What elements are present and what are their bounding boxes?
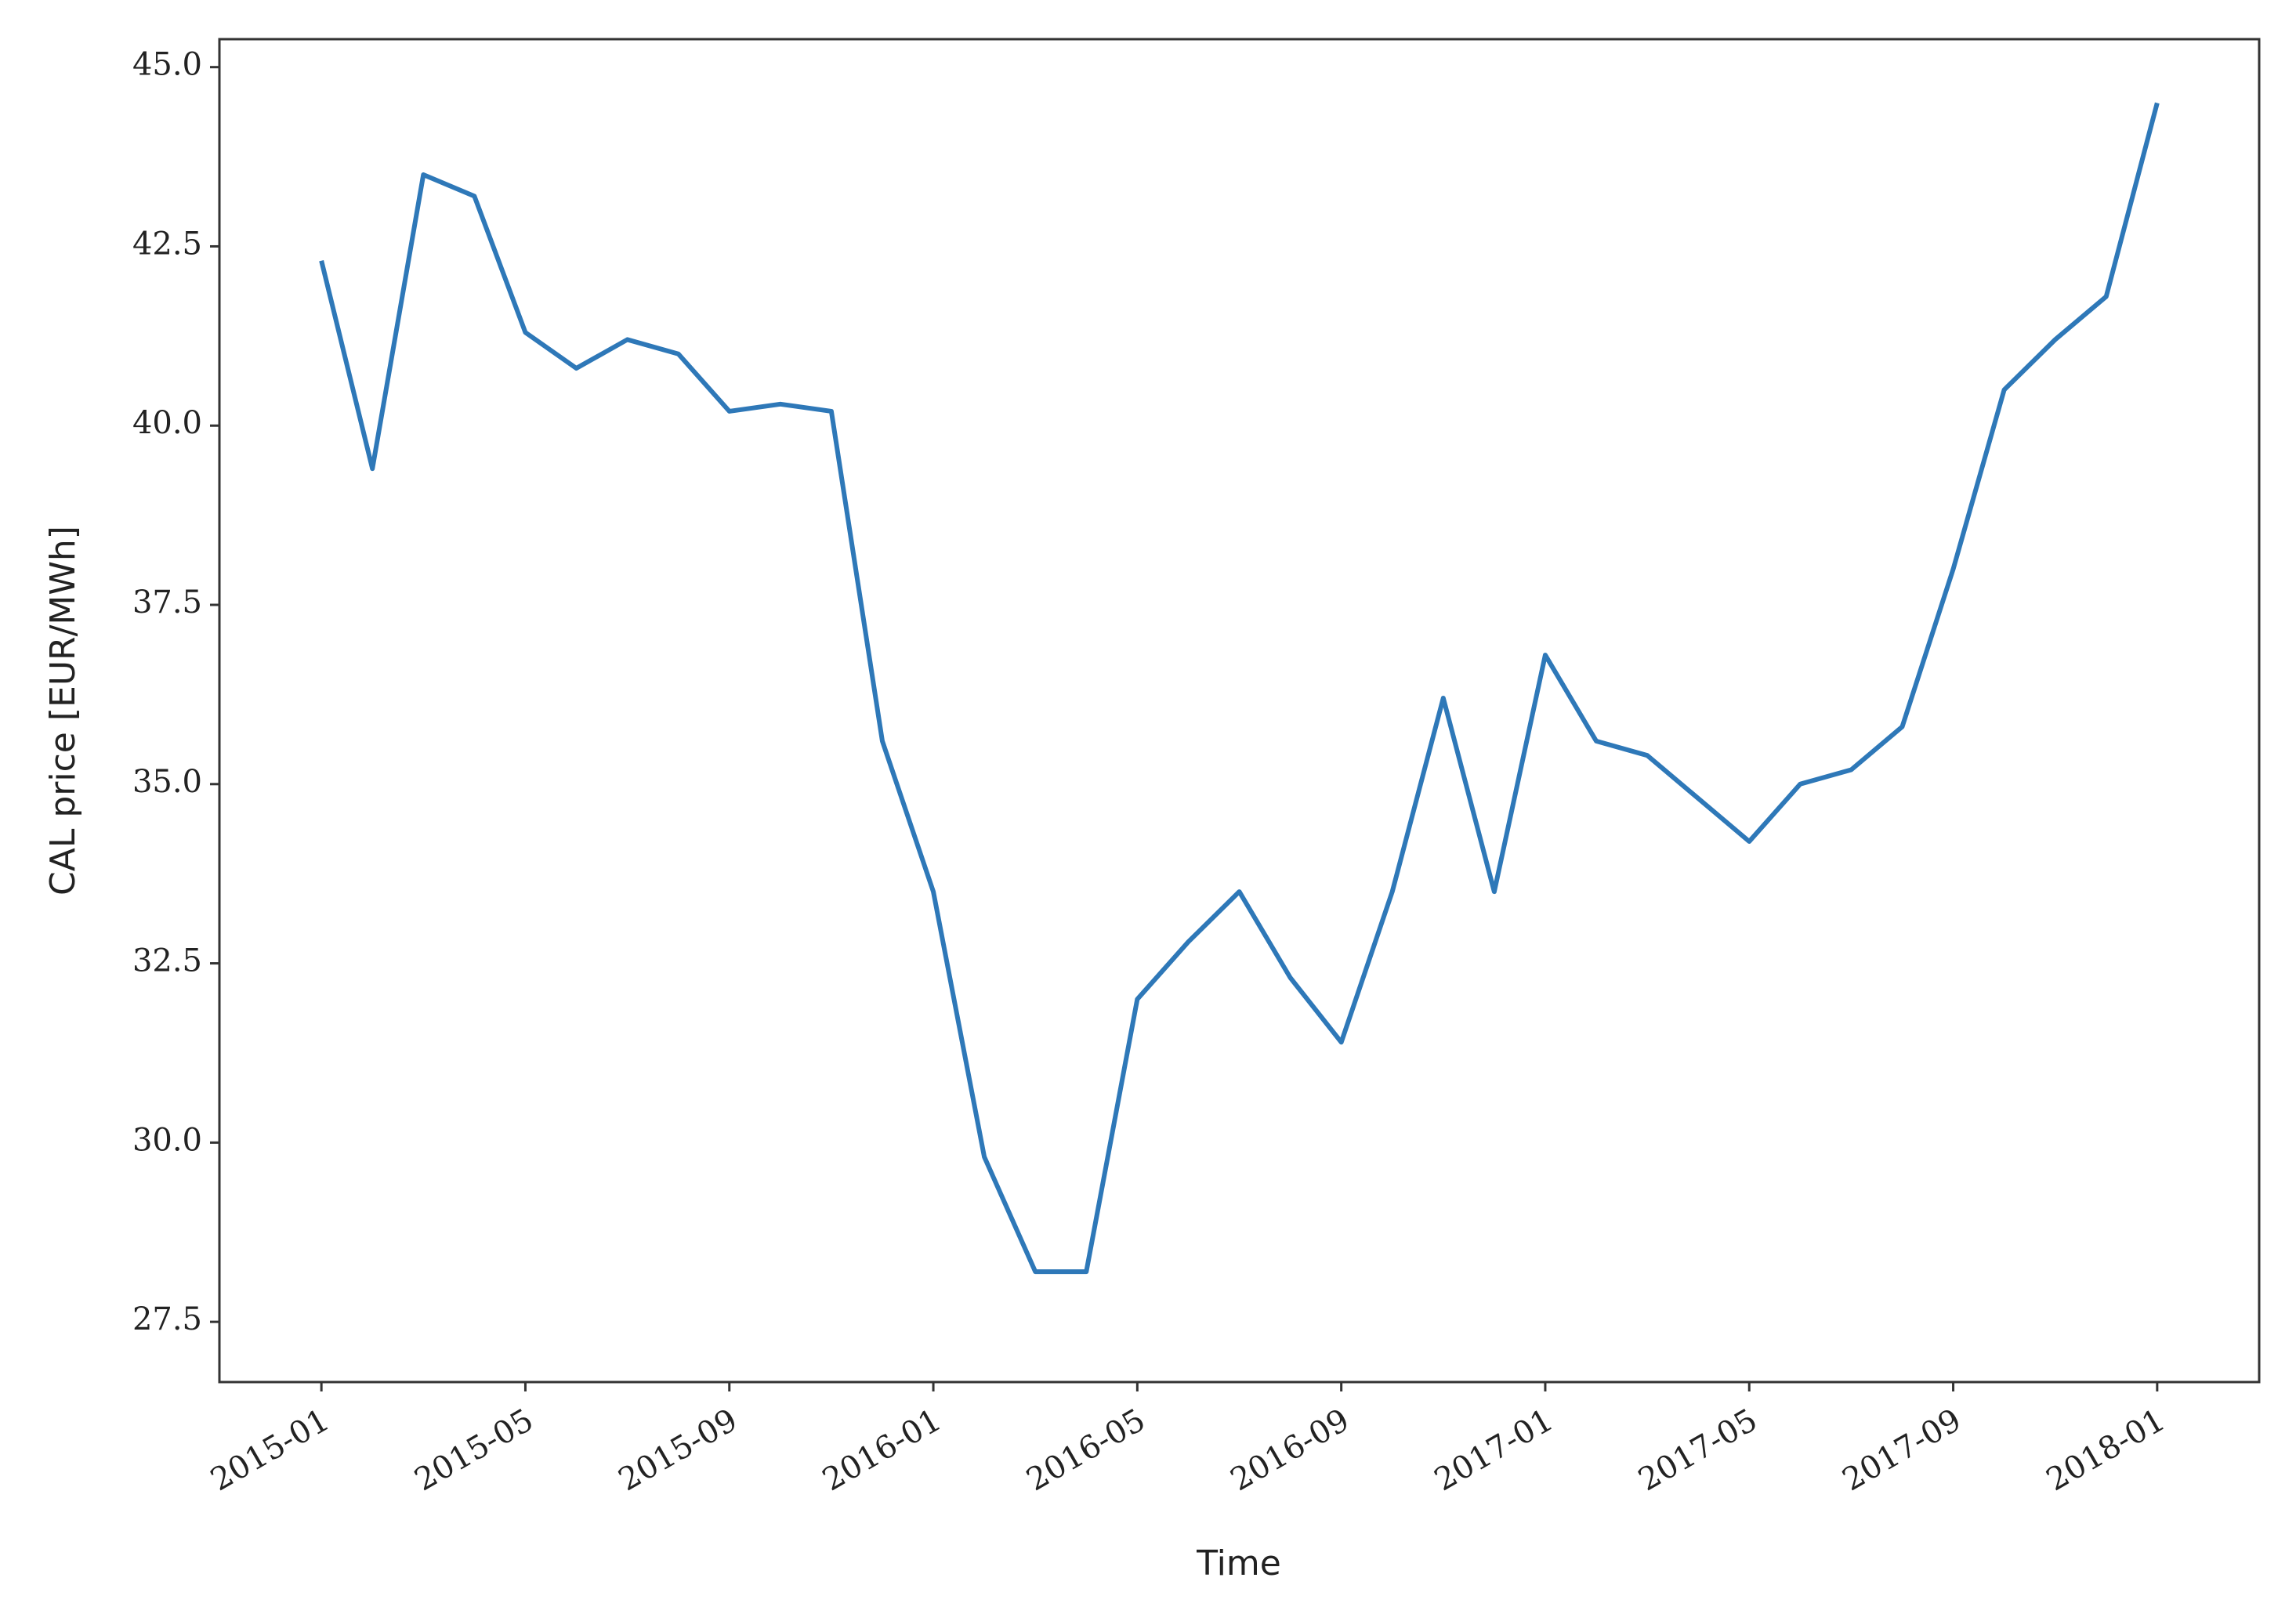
x-tick-label: 2015-05 xyxy=(409,1402,540,1498)
x-tick-label: 2016-01 xyxy=(817,1402,947,1498)
axes-frame xyxy=(218,38,2261,1384)
x-tick-label: 2018-01 xyxy=(2041,1402,2171,1498)
x-tick-label: 2017-01 xyxy=(1429,1402,1559,1498)
x-tick-label: 2016-09 xyxy=(1225,1402,1356,1498)
x-tick-label: 2015-01 xyxy=(205,1402,335,1498)
x-axis-label: Time xyxy=(1196,1543,1281,1583)
y-tick-label: 35.0 xyxy=(132,764,202,800)
x-tick-label: 2017-09 xyxy=(1837,1402,1968,1498)
y-tick-label: 45.0 xyxy=(132,47,202,83)
x-tick-label: 2016-05 xyxy=(1020,1402,1151,1498)
y-axis-label: CAL price [EUR/MWh] xyxy=(43,526,83,896)
x-tick-label: 2017-05 xyxy=(1632,1402,1763,1498)
y-tick-label: 40.0 xyxy=(132,405,202,441)
y-tick-label: 42.5 xyxy=(132,226,202,262)
data-line xyxy=(319,102,2160,1275)
x-tick-label: 2015-09 xyxy=(613,1402,744,1498)
y-tick-label: 27.5 xyxy=(132,1301,202,1337)
y-tick-label: 30.0 xyxy=(132,1122,202,1158)
y-tick-label: 37.5 xyxy=(132,584,202,621)
y-tick-label: 32.5 xyxy=(132,943,202,979)
